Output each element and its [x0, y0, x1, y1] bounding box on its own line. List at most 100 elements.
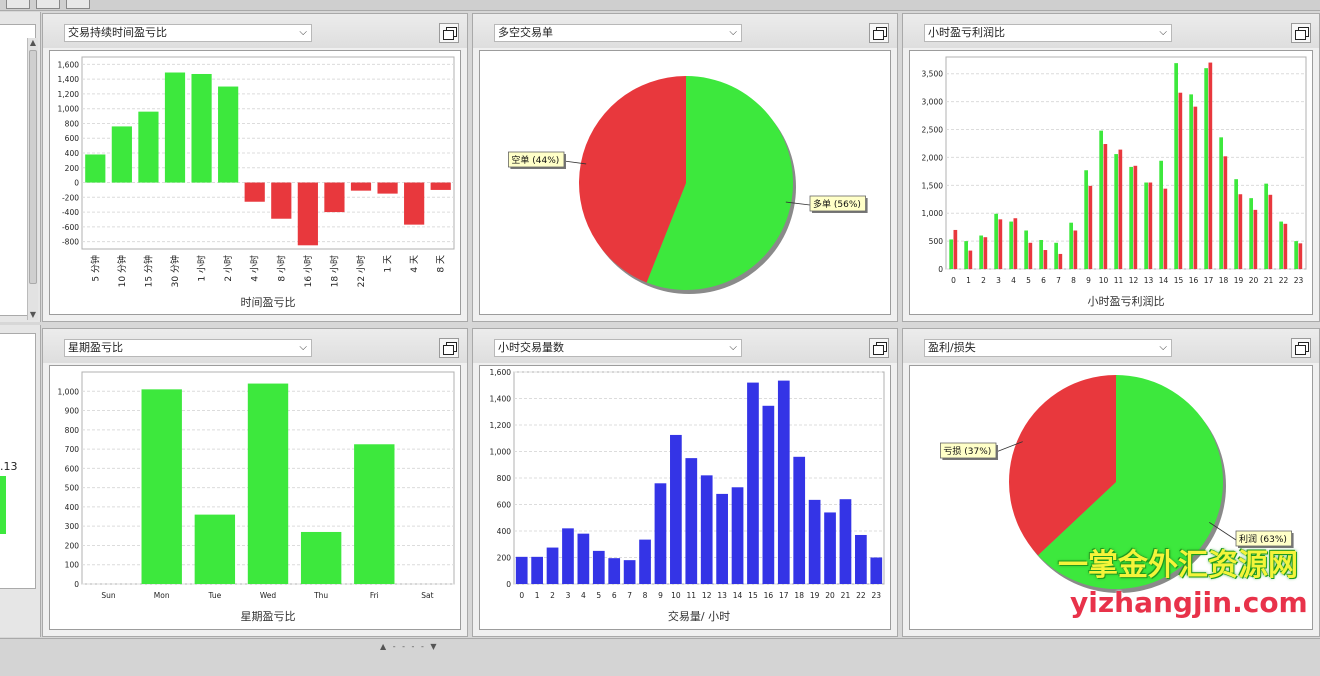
x-tick-label: 0 [519, 591, 524, 600]
x-tick-label: 2 [550, 591, 555, 600]
x-tick-label: 15 分钟 [142, 255, 154, 287]
pie-slice [1009, 375, 1116, 556]
bar-series-1 [983, 237, 988, 269]
y-tick-label: -600 [62, 223, 79, 232]
left-pane-bottom-content: .13 [0, 333, 36, 589]
bar-series-1 [1298, 243, 1303, 269]
y-tick-label: 600 [497, 501, 512, 510]
chart-type-select[interactable]: 盈利/损失 ⌵ [924, 339, 1172, 357]
x-tick-label: 14 [1159, 276, 1169, 285]
x-tick-label: 22 小时 [355, 255, 367, 287]
x-tick-label: 8 [1071, 276, 1076, 285]
panel-header: 盈利/损失 ⌵ [903, 329, 1319, 363]
bar [777, 380, 790, 584]
bar-series-0 [1039, 239, 1043, 269]
bar-series-1 [1058, 253, 1063, 269]
bar [141, 389, 182, 584]
x-tick-label: 17 [1204, 276, 1214, 285]
x-tick-label: 11 [1114, 276, 1124, 285]
x-axis-title: 交易量/ 小时 [668, 609, 730, 623]
chevron-down-icon: ⌵ [729, 27, 737, 38]
x-tick-label: 22 [856, 591, 866, 600]
y-tick-label: 500 [929, 237, 944, 246]
bar [700, 475, 713, 584]
x-tick-label: 13 [1144, 276, 1154, 285]
bottom-splitter-bar[interactable]: ▲ - - - - ▼ [0, 638, 1320, 676]
panel-header: 小时交易量数 ⌵ [473, 329, 897, 363]
bar [639, 539, 651, 584]
toolbar-tab-2[interactable] [36, 0, 60, 9]
bar-series-0 [1084, 170, 1088, 269]
panel-weekday-pnl: 星期盈亏比 ⌵ 0 100 200 300 400 500 600 700 800 900 1,000… [42, 328, 468, 637]
y-tick-label: 1,000 [922, 209, 944, 218]
bar [608, 558, 621, 584]
x-tick-label: 3 [566, 591, 571, 600]
scrollbar-thumb[interactable] [29, 50, 37, 284]
scroll-up-icon[interactable]: ▲ [29, 38, 37, 47]
x-tick-label: Thu [313, 591, 328, 600]
left-pane-top: ▲ ▼ [0, 12, 41, 322]
restore-window-button[interactable] [869, 338, 889, 358]
restore-window-button[interactable] [869, 23, 889, 43]
bar-series-1 [1103, 144, 1108, 269]
bar [562, 528, 574, 584]
bar [111, 126, 132, 183]
chart-type-select[interactable]: 小时盈亏利润比 ⌵ [924, 24, 1172, 42]
x-tick-label: 14 [733, 591, 743, 600]
pie-slice [1038, 375, 1223, 589]
y-tick-label: 800 [65, 119, 80, 128]
bar [324, 182, 345, 213]
watermark-text: 一掌金外汇资源网 [1058, 548, 1298, 583]
x-tick-label: 7 [1056, 276, 1061, 285]
x-tick-label: 16 [764, 591, 774, 600]
x-tick-label: 12 [702, 591, 712, 600]
scroll-down-icon[interactable]: ▼ [29, 310, 37, 319]
left-pane-scrollbar[interactable]: ▲ ▼ [27, 38, 38, 320]
select-value: 小时交易量数 [498, 341, 564, 354]
pie-label-box [507, 151, 565, 168]
left-pane-value: .13 [0, 460, 18, 473]
x-tick-label: 19 [810, 591, 820, 600]
chart-type-select[interactable]: 多空交易单 ⌵ [494, 24, 742, 42]
x-tick-label: 6 [1041, 276, 1046, 285]
y-tick-label: 0 [74, 580, 79, 589]
bar-series-0 [964, 241, 968, 269]
x-tick-label: 9 [1086, 276, 1091, 285]
bar [839, 499, 852, 584]
bar [747, 382, 759, 584]
bar-series-1 [1208, 62, 1213, 269]
chart-type-select[interactable]: 交易持续时间盈亏比 ⌵ [64, 24, 312, 42]
restore-window-button[interactable] [1291, 23, 1311, 43]
y-tick-label: 1,400 [490, 395, 512, 404]
chart-type-select[interactable]: 小时交易量数 ⌵ [494, 339, 742, 357]
panel-profit-loss: 盈利/损失 ⌵ 利润 (63%) 亏损 (37%) [902, 328, 1320, 637]
panel-duration-pnl: 交易持续时间盈亏比 ⌵ -800 -600 -400 -200 0 200 400 600 800… [42, 13, 468, 322]
x-tick-label: 18 [1219, 276, 1229, 285]
bar [870, 557, 883, 584]
panel-header: 多空交易单 ⌵ [473, 14, 897, 48]
toolbar-tab-3[interactable] [66, 0, 90, 9]
bar [808, 499, 821, 584]
x-tick-label: 10 [1099, 276, 1109, 285]
restore-window-button[interactable] [1291, 338, 1311, 358]
restore-window-button[interactable] [439, 23, 459, 43]
toolbar-tab-1[interactable] [6, 0, 30, 9]
pie-leader-line [785, 201, 811, 206]
select-value: 星期盈亏比 [68, 341, 123, 354]
panel-hourly-volume: 小时交易量数 ⌵ 0 200 400 600 800 1,000 1,200 1,400 1,60… [472, 328, 898, 637]
y-tick-label: 1,000 [490, 448, 512, 457]
splitter-grip-icon[interactable]: ▲ - - - - ▼ [380, 642, 439, 651]
x-tick-label: 1 小时 [196, 255, 208, 282]
y-tick-label: 500 [65, 484, 80, 493]
x-tick-label: 15 [748, 591, 758, 600]
restore-window-button[interactable] [439, 338, 459, 358]
bar-series-1 [1178, 92, 1183, 269]
bar [247, 383, 289, 584]
bar-series-0 [1189, 94, 1193, 269]
chevron-down-icon: ⌵ [1159, 27, 1167, 38]
select-value: 盈利/损失 [928, 341, 976, 354]
chart-type-select[interactable]: 星期盈亏比 ⌵ [64, 339, 312, 357]
panel-header: 交易持续时间盈亏比 ⌵ [43, 14, 467, 48]
bar-series-1 [1028, 242, 1033, 269]
bar [731, 487, 744, 584]
